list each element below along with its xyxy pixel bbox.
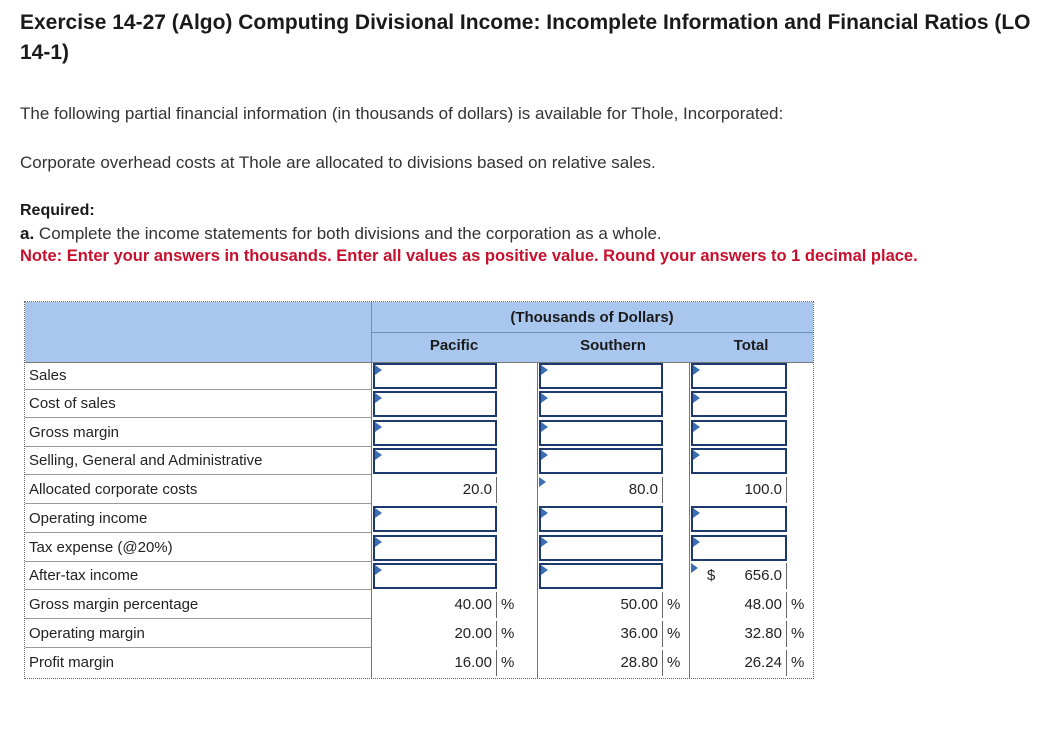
pacific-after-tax-income-input[interactable] [373, 563, 497, 589]
intro-text: The following partial financial informat… [20, 104, 784, 123]
header-rule [371, 332, 813, 333]
column-header-total: Total [733, 337, 769, 354]
percent-sign: % [501, 654, 515, 671]
southern-gross-margin-pct: 50.00 [539, 592, 663, 618]
total-operating-margin: 32.80 [691, 621, 787, 647]
row-label-operating-margin: Operating margin [25, 620, 371, 648]
pacific-operating-income-input[interactable] [373, 506, 497, 532]
group-header: (Thousands of Dollars) [510, 309, 674, 326]
input-marker-icon [693, 508, 700, 518]
required-a-letter: a. [20, 224, 35, 243]
input-marker-icon [693, 537, 700, 547]
input-marker-icon [541, 365, 548, 375]
row-label-sales: Sales [25, 362, 371, 390]
percent-sign: % [667, 654, 681, 671]
input-marker-icon [375, 450, 382, 460]
page-title: Exercise 14-27 (Algo) Computing Division… [20, 11, 1031, 64]
percent-sign: % [791, 625, 805, 642]
income-statement-table: (Thousands of Dollars) Pacific Southern … [24, 301, 814, 679]
input-marker-icon [541, 450, 548, 460]
row-label-after-tax-income: After-tax income [25, 562, 371, 590]
input-marker-icon [541, 537, 548, 547]
total-allocated-value: 100.0 [691, 477, 787, 503]
southern-cost-of-sales-input[interactable] [539, 391, 663, 417]
total-sga-input[interactable] [691, 448, 787, 474]
row-label-sga: Selling, General and Administrative [25, 447, 371, 475]
southern-profit-margin: 28.80 [539, 650, 663, 676]
overhead-text: Corporate overhead costs at Thole are al… [20, 153, 656, 172]
input-marker-icon [693, 365, 700, 375]
total-after-tax-income-value: 656.0 [725, 563, 787, 589]
column-divider [371, 362, 372, 678]
input-marker-icon [541, 422, 548, 432]
pacific-gross-margin-input[interactable] [373, 420, 497, 446]
input-marker-icon [541, 565, 548, 575]
row-label-operating-income: Operating income [25, 505, 371, 533]
pacific-gross-margin-pct: 40.00 [373, 592, 497, 618]
column-header-pacific: Pacific [429, 337, 479, 354]
input-marker-icon [693, 422, 700, 432]
percent-sign: % [791, 596, 805, 613]
required-heading: Required: [20, 202, 95, 219]
required-a-text: Complete the income statements for both … [38, 224, 662, 243]
southern-sga-input[interactable] [539, 448, 663, 474]
southern-after-tax-income-input[interactable] [539, 563, 663, 589]
total-tax-expense-input[interactable] [691, 535, 787, 561]
input-marker-icon [375, 565, 382, 575]
southern-tax-expense-input[interactable] [539, 535, 663, 561]
southern-gross-margin-input[interactable] [539, 420, 663, 446]
percent-sign: % [501, 625, 515, 642]
southern-sales-input[interactable] [539, 363, 663, 389]
pacific-profit-margin: 16.00 [373, 650, 497, 676]
pacific-tax-expense-input[interactable] [373, 535, 497, 561]
row-label-profit-margin: Profit margin [29, 654, 115, 671]
pacific-cost-of-sales-input[interactable] [373, 391, 497, 417]
input-marker-icon [541, 393, 548, 403]
column-divider [537, 362, 538, 678]
total-cost-of-sales-input[interactable] [691, 391, 787, 417]
input-marker-icon [693, 393, 700, 403]
total-gross-margin-pct: 48.00 [691, 592, 787, 618]
row-label-gross-margin: Gross margin [25, 419, 371, 447]
input-marker-icon [539, 477, 546, 487]
southern-allocated-value: 80.0 [539, 477, 663, 503]
input-marker-icon [375, 508, 382, 518]
row-label-tax-expense: Tax expense (@20%) [25, 534, 371, 562]
table-header: (Thousands of Dollars) Pacific Southern … [25, 302, 813, 363]
pacific-operating-margin: 20.00 [373, 621, 497, 647]
column-header-southern: Southern [580, 337, 646, 354]
input-marker-icon [375, 365, 382, 375]
input-marker-icon [541, 508, 548, 518]
pacific-sga-input[interactable] [373, 448, 497, 474]
southern-operating-margin: 36.00 [539, 621, 663, 647]
input-marker-icon [691, 563, 698, 573]
row-label-cost-of-sales: Cost of sales [25, 390, 371, 418]
total-operating-income-input[interactable] [691, 506, 787, 532]
southern-operating-income-input[interactable] [539, 506, 663, 532]
input-marker-icon [375, 537, 382, 547]
instruction-note: Note: Enter your answers in thousands. E… [20, 247, 918, 265]
percent-sign: % [667, 625, 681, 642]
column-divider [689, 362, 690, 678]
pacific-allocated-value: 20.0 [373, 477, 497, 503]
required-a: a. Complete the income statements for bo… [20, 224, 662, 244]
total-profit-margin: 26.24 [691, 650, 787, 676]
total-gross-margin-input[interactable] [691, 420, 787, 446]
input-marker-icon [375, 393, 382, 403]
input-marker-icon [375, 422, 382, 432]
currency-symbol: $ [707, 567, 716, 584]
percent-sign: % [791, 654, 805, 671]
row-label-allocated-costs: Allocated corporate costs [25, 476, 371, 504]
row-label-gross-margin-pct: Gross margin percentage [25, 591, 371, 619]
input-marker-icon [693, 450, 700, 460]
pacific-sales-input[interactable] [373, 363, 497, 389]
total-sales-input[interactable] [691, 363, 787, 389]
percent-sign: % [501, 596, 515, 613]
percent-sign: % [667, 596, 681, 613]
